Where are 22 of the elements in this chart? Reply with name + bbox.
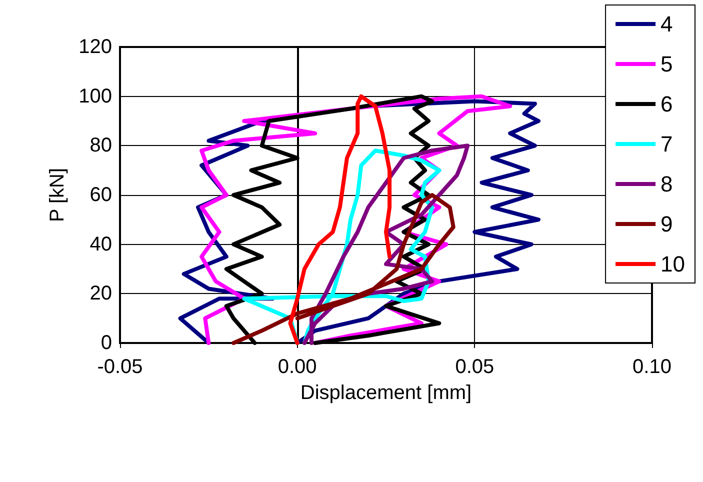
line-series: [288, 94, 392, 345]
legend-label: 8: [660, 172, 673, 196]
legend-label: 9: [660, 212, 673, 236]
y-axis-title: P [kN]: [46, 168, 69, 222]
y-tick-label: 20: [90, 282, 112, 305]
legend-label: 5: [660, 52, 673, 76]
y-tick-label: 0: [100, 332, 112, 354]
x-axis-title: Displacement [mm]: [300, 382, 472, 404]
y-tick-label: 100: [78, 85, 112, 108]
x-tick-label: 0.10: [632, 356, 672, 378]
y-tick-label: 60: [90, 184, 112, 206]
legend-label: 6: [660, 92, 673, 116]
line-series: [231, 193, 456, 345]
y-tick-label: 80: [90, 134, 112, 157]
legend-label: 10: [660, 252, 686, 276]
x-tick-label: 0.00: [278, 356, 317, 378]
legend-label: 4: [660, 12, 673, 36]
legend-label: 7: [660, 132, 673, 156]
x-tick-label: -0.05: [97, 356, 143, 378]
y-tick-label: 40: [90, 233, 112, 256]
x-tick-label: 0.05: [455, 356, 494, 378]
y-tick-label: 120: [78, 36, 112, 58]
